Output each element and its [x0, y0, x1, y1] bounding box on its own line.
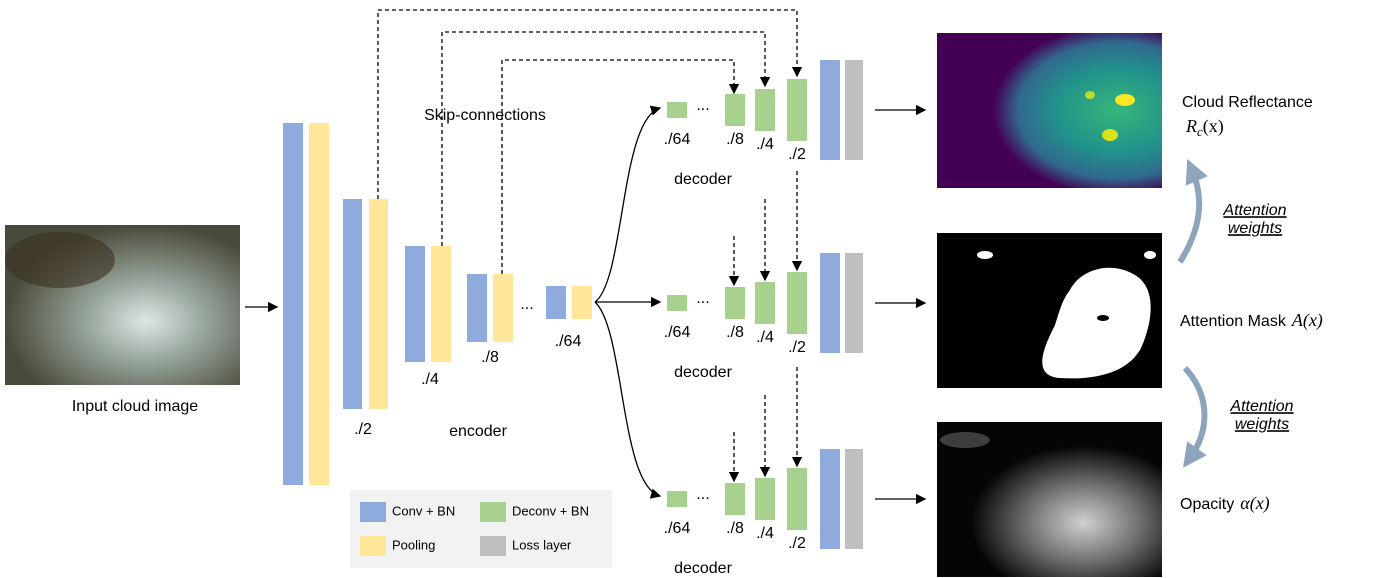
pool-block [309, 123, 329, 485]
conv-block [820, 60, 840, 160]
legend-swatch [480, 536, 506, 556]
argument: (x) [1250, 493, 1270, 514]
scale-label: ./8 [481, 349, 499, 366]
argument: (x) [1303, 310, 1323, 331]
legend-swatch [360, 502, 386, 522]
deconv-block [755, 89, 775, 131]
scale-label: ./64 [555, 333, 582, 350]
encoder-label: encoder [449, 423, 507, 440]
output-name: Attention Mask [1180, 313, 1287, 330]
scale-label: ./4 [756, 136, 774, 153]
reflectance-image [937, 33, 1162, 188]
pool-block [572, 286, 592, 319]
output-name: Opacity [1180, 496, 1234, 513]
legend-swatch [360, 536, 386, 556]
output-symbol: Rc(x) [1185, 116, 1224, 139]
attention-label: weights [1228, 220, 1282, 237]
scale-label: ./8 [726, 520, 744, 537]
legend-label: Loss layer [512, 537, 572, 552]
decoder-label: decoder [674, 171, 732, 188]
pool-block [493, 274, 513, 342]
decoder-label: decoder [674, 560, 732, 577]
deconv-block [787, 272, 807, 334]
scale-label: ./2 [788, 339, 806, 356]
ellipsis: ... [696, 290, 709, 307]
legend-box [350, 490, 612, 568]
conv-block [405, 246, 425, 362]
scale-label: ./4 [756, 525, 774, 542]
conv-block [546, 286, 566, 319]
ellipsis: ... [696, 97, 709, 114]
loss-block [845, 60, 863, 160]
legend-label: Pooling [392, 537, 435, 552]
deconv-block [787, 79, 807, 141]
conv-block [467, 274, 487, 342]
deconv-block [755, 282, 775, 324]
deconv-block [787, 468, 807, 530]
conv-block [343, 199, 362, 409]
argument: (x) [1203, 116, 1224, 137]
input-image [5, 225, 240, 385]
deconv-block [667, 102, 687, 118]
input-label: Input cloud image [72, 398, 198, 415]
scale-label: ./64 [664, 131, 691, 148]
scale-label: ./64 [664, 324, 691, 341]
skip-connection [502, 60, 734, 274]
branch-arrow [595, 302, 660, 496]
ellipsis: ... [696, 486, 709, 503]
deconv-block [667, 491, 687, 507]
skip-connection [442, 32, 765, 246]
loss-block [845, 253, 863, 353]
scale-label: ./2 [788, 535, 806, 552]
loss-block [845, 449, 863, 549]
conv-block [820, 449, 840, 549]
scale-label: ./2 [354, 421, 372, 438]
ellipsis: ... [520, 296, 533, 313]
scale-label: ./2 [788, 146, 806, 163]
deconv-block [725, 483, 745, 515]
deconv-block [725, 94, 745, 126]
symbol: R [1185, 116, 1197, 136]
legend-swatch [480, 502, 506, 522]
conv-block [820, 253, 840, 353]
attention-arrow [1180, 170, 1199, 262]
branch-arrow [595, 108, 660, 302]
mask-image [937, 233, 1162, 388]
diagram: Input cloud image ./2 ./4 ./8 ./64... encoder… [0, 0, 1383, 578]
attention-label: weights [1235, 416, 1289, 433]
deconv-block [725, 287, 745, 319]
decoder-label: decoder [674, 364, 732, 381]
scale-label: ./4 [756, 329, 774, 346]
deconv-block [755, 478, 775, 520]
scale-label: ./8 [726, 131, 744, 148]
attention-arrow [1185, 368, 1204, 458]
scale-label: ./4 [421, 371, 439, 388]
output-name: Cloud Reflectance [1182, 94, 1313, 111]
opacity-image [937, 422, 1162, 577]
output-label: Cloud Reflectance [1182, 94, 1313, 111]
attention-label: Attention [1229, 398, 1293, 415]
conv-block [283, 123, 303, 485]
attention-label: Attention [1222, 202, 1286, 219]
scale-label: ./8 [726, 324, 744, 341]
legend-label: Deconv + BN [512, 503, 589, 518]
pool-block [431, 246, 451, 362]
legend-label: Conv + BN [392, 503, 455, 518]
pool-block [369, 199, 388, 409]
deconv-block [667, 295, 687, 311]
scale-label: ./64 [664, 520, 691, 537]
